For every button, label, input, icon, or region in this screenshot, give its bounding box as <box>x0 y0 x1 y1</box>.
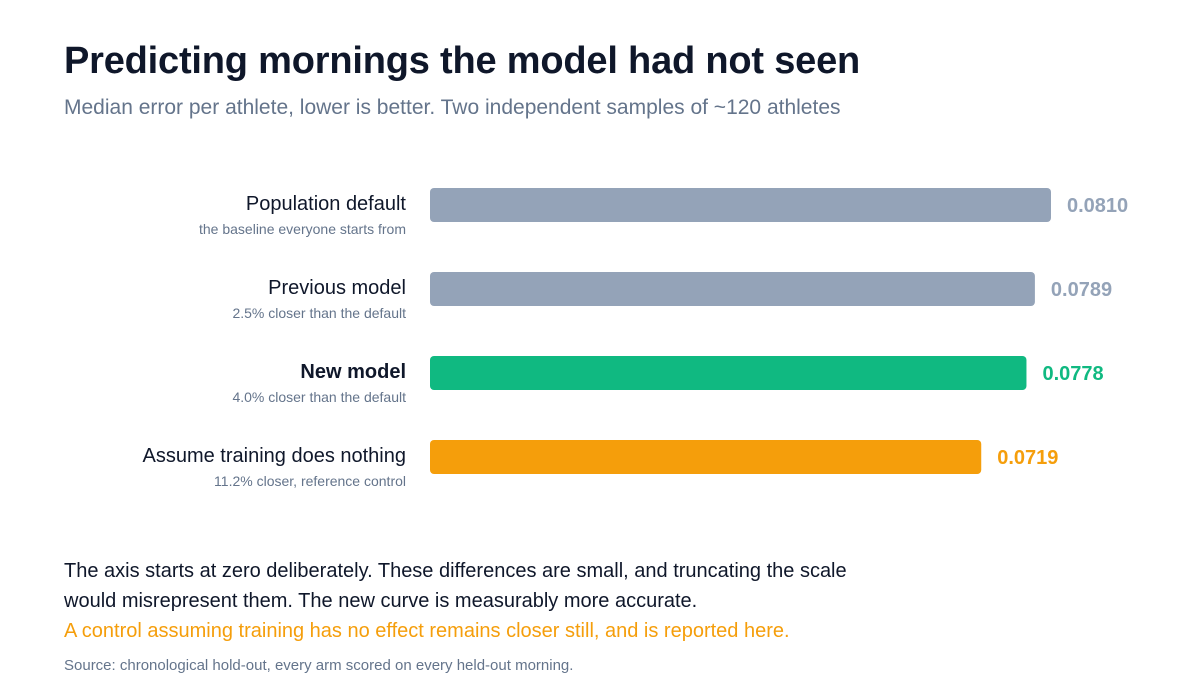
category-label-2: New model <box>300 361 406 383</box>
category-annotation-3: 11.2% closer, reference control <box>214 473 406 489</box>
footer-note-line-2: would misrepresent them. The new curve i… <box>64 590 698 612</box>
category-annotation-2: 4.0% closer than the default <box>232 389 406 405</box>
category-annotation-0: the baseline everyone starts from <box>199 221 406 237</box>
chart-subtitle: Median error per athlete, lower is bette… <box>64 96 841 119</box>
category-annotation-1: 2.5% closer than the default <box>232 305 406 321</box>
source-note: Source: chronological hold-out, every ar… <box>64 657 574 674</box>
bar-value-label-3: 0.0719 <box>997 447 1058 469</box>
bar-0 <box>430 188 1051 222</box>
category-label-0: Population default <box>246 193 407 215</box>
footer-control-note: A control assuming training has no effec… <box>64 620 790 642</box>
footer-note-line-1: The axis starts at zero deliberately. Th… <box>64 560 847 582</box>
category-label-3: Assume training does nothing <box>143 445 407 467</box>
chart-title: Predicting mornings the model had not se… <box>64 40 861 82</box>
bar-value-label-0: 0.0810 <box>1067 195 1128 217</box>
bar-3 <box>430 440 982 474</box>
category-label-1: Previous model <box>268 277 406 299</box>
bar-value-label-2: 0.0778 <box>1042 363 1103 385</box>
bar-1 <box>430 272 1035 306</box>
bar-value-label-1: 0.0789 <box>1051 279 1112 301</box>
bar-2 <box>430 356 1027 390</box>
